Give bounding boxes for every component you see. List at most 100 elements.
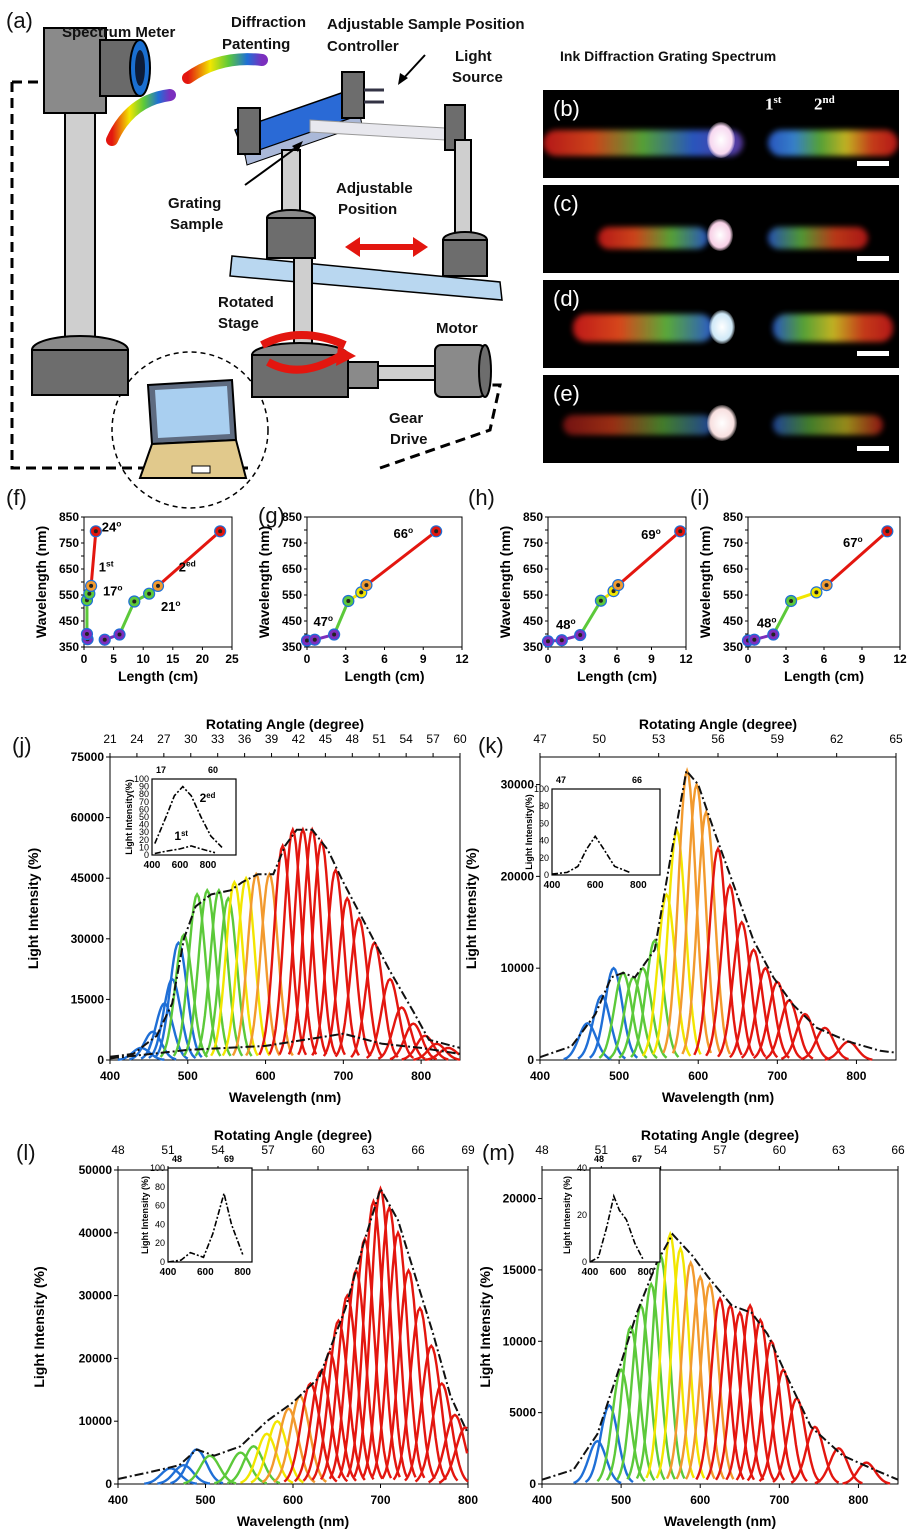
spectrum-peak: [365, 977, 415, 1059]
y-tick-label: 20000: [501, 869, 535, 883]
data-point-core: [559, 638, 564, 643]
chart-h: (h) 350 450 550 650 750 850 0 3 6 9 12 Length (cm) W…: [468, 485, 693, 700]
spectrum-peak: [337, 1236, 393, 1479]
inset-y-tick-label: 20: [539, 853, 549, 863]
first-order-curve: [109, 1032, 461, 1060]
x-tick-label: 9: [859, 652, 866, 666]
spectrum-peak: [717, 920, 767, 1058]
series-segment: [365, 530, 438, 587]
x-tick-label: 0: [745, 652, 752, 666]
spectrum-peak: [605, 1324, 656, 1481]
top-tick-label: 59: [771, 732, 785, 746]
spectrum-peak: [261, 1407, 316, 1484]
chart-l: (l) 0 10000 20000 30000 40000 50000 400 500 600 7…: [0, 1112, 480, 1536]
spectrum-peak: [705, 882, 755, 1057]
inset-y-tick-label: 100: [534, 784, 549, 794]
scale-bar: [857, 161, 889, 166]
series-segment: [89, 531, 98, 587]
inset-curve: [589, 1193, 644, 1263]
x-tick-label: 15: [166, 652, 180, 666]
y-axis-label: Wavelength (nm): [256, 526, 272, 638]
top-tick-label: 54: [399, 732, 413, 746]
spectrum-peak: [361, 1204, 417, 1478]
top-tick-label: 48: [346, 732, 360, 746]
x-axis-label: Wavelength (nm): [664, 1513, 776, 1529]
y-tick-label: 650: [59, 562, 79, 576]
spectrum-peak: [729, 947, 779, 1059]
y-tick-label: 550: [723, 588, 743, 602]
inset-top-right: 60: [208, 765, 218, 775]
y-tick-label: 650: [723, 562, 743, 576]
panel-label-l: (l): [16, 1140, 36, 1165]
y-tick-label: 15000: [71, 992, 105, 1006]
data-point-core: [87, 591, 92, 596]
inset-x-tick-label: 400: [544, 880, 561, 891]
top-tick-label: 60: [311, 1143, 325, 1157]
plot-frame: [109, 756, 461, 1061]
spectrum-peak: [381, 1267, 436, 1480]
top-tick-label: 27: [157, 732, 171, 746]
y-tick-label: 0: [97, 1053, 104, 1067]
data-point-core: [611, 589, 616, 594]
y-tick-label: 30000: [501, 778, 535, 792]
inset-y-tick-label: 20: [577, 1210, 587, 1220]
x-tick-label: 500: [178, 1069, 198, 1083]
inset-y-tick-label: 90: [139, 782, 149, 792]
spectrum-peak: [671, 780, 722, 1054]
scale-bar: [857, 256, 889, 261]
spectrum-peak: [258, 842, 308, 1056]
top-tick-label: 45: [319, 732, 333, 746]
y-tick-label: 5000: [509, 1406, 536, 1420]
inset-y-tick-label: 80: [139, 789, 149, 799]
chart-h-svg: 350 450 550 650 750 850 0 3 6 9 12 Length (cm) Wavel…: [497, 510, 693, 684]
panel-label-a: (a): [6, 8, 33, 33]
y-tick-label: 60000: [71, 811, 105, 825]
top-tick-label: 66: [891, 1143, 905, 1157]
label-rotated: Rotated: [218, 294, 274, 311]
label-position: Position: [338, 201, 398, 218]
data-point-core: [305, 638, 309, 643]
envelope-curve: [117, 1186, 469, 1480]
top-tick-label: 50: [593, 732, 607, 746]
x-tick-label: 0: [545, 652, 552, 666]
x-tick-label: 20: [196, 652, 210, 666]
spectrum-peak: [328, 1267, 384, 1480]
inset-top-left: 48: [594, 1154, 604, 1164]
inset-label-2nd: 2ed: [200, 790, 216, 805]
data-point-core: [598, 598, 603, 603]
inset-y-tick-label: 20: [155, 1238, 165, 1248]
top-tick-label: 51: [161, 1143, 175, 1157]
annotation: 24o: [102, 518, 122, 534]
inset-x-tick-label: 600: [197, 1267, 214, 1278]
label-motor: Motor: [436, 320, 478, 337]
inset-x-tick-label: 800: [200, 860, 217, 871]
spectrum-peak: [635, 1252, 686, 1480]
annotation: 21o: [161, 598, 181, 614]
x-tick-label: 9: [420, 652, 427, 666]
x-axis-label: Wavelength (nm): [237, 1513, 349, 1529]
inset-x-tick-label: 800: [234, 1267, 251, 1278]
top-tick-label: 48: [535, 1143, 549, 1157]
photo-e: (e): [543, 375, 899, 463]
y-tick-label: 0: [105, 1477, 112, 1491]
y-axis-label: Wavelength (nm): [33, 526, 49, 638]
inset-curve: [167, 1190, 244, 1263]
inset-y-tick-label: 70: [139, 797, 149, 807]
setup-panel: (a): [0, 0, 540, 510]
spectrum-peak: [210, 879, 259, 1057]
inset-curve-2nd: [154, 785, 223, 848]
data-point-core: [824, 583, 829, 588]
x-tick-label: 500: [611, 1493, 631, 1507]
label-diffraction: Diffraction: [231, 14, 306, 31]
x-tick-label: 6: [614, 652, 621, 666]
annotation: 67o: [843, 534, 863, 550]
spectrum-peak: [705, 1303, 756, 1481]
y-tick-label: 40000: [79, 1226, 113, 1240]
setup-diagram: [10, 27, 503, 509]
y-tick-label: 550: [523, 588, 543, 602]
inset-x-tick-label: 600: [587, 880, 604, 891]
inset-y-tick-label: 40: [539, 836, 549, 846]
top-tick-label: 57: [261, 1143, 275, 1157]
y-tick-label: 850: [723, 510, 743, 524]
